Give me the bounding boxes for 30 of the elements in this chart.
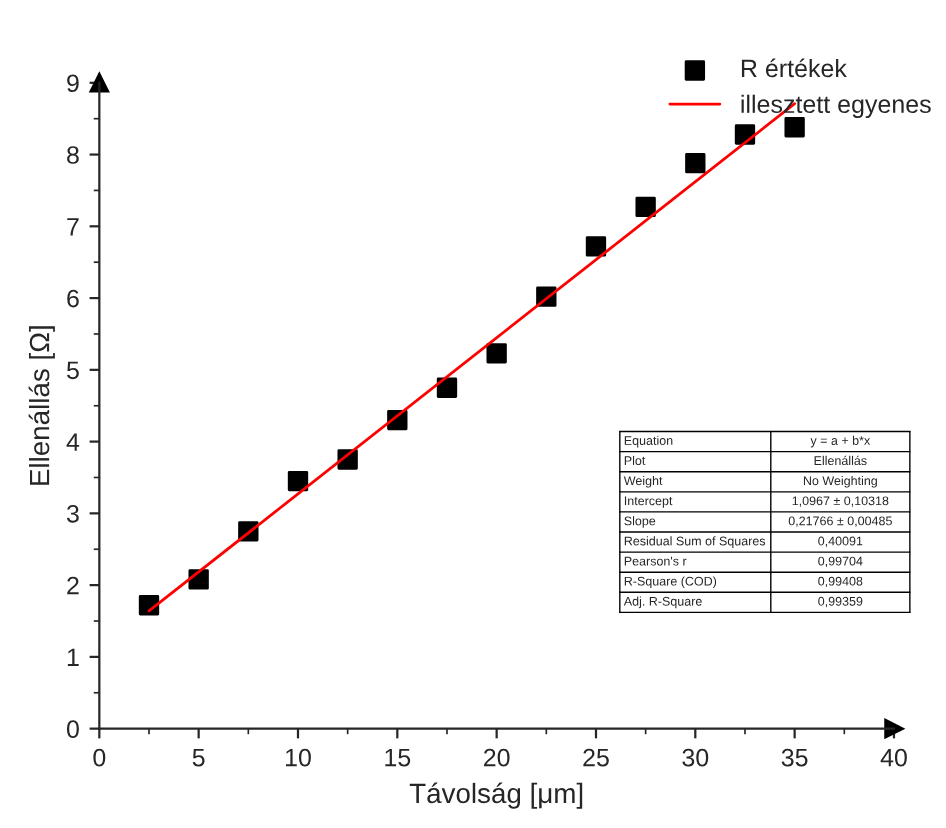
- y-tick-label: 4: [66, 433, 80, 451]
- x-tick-label: 30: [682, 748, 709, 767]
- x-axis-title: Távolság [μm]: [409, 782, 583, 809]
- y-tick-label: 6: [67, 289, 79, 308]
- x-tick-label: 10: [285, 748, 311, 767]
- point: [635, 196, 656, 218]
- y-tick-label: 8: [67, 146, 79, 164]
- y-tick-label: 7: [67, 218, 79, 236]
- y-tick-label: 0: [66, 720, 79, 738]
- x-tick-label: 15: [385, 749, 411, 767]
- point: [287, 470, 309, 492]
- point: [585, 236, 607, 257]
- x-tick-label: 20: [484, 748, 510, 767]
- y-tick-label: 5: [66, 361, 79, 380]
- y-tick-label: 9: [67, 74, 79, 93]
- y-tick-label: 2: [67, 576, 79, 595]
- y-tick-label: 3: [66, 504, 79, 523]
- legend-label: illesztett egyenes: [741, 94, 931, 119]
- x-tick-label: 40: [880, 748, 907, 767]
- x-tick-label: 25: [583, 748, 609, 767]
- x-tick-label: 5: [192, 749, 205, 767]
- y-axis-title: Ellenállás [Ω]: [28, 326, 55, 485]
- legend-label: R értékek: [741, 58, 847, 78]
- x-tick-label: 35: [781, 748, 808, 767]
- point: [784, 117, 805, 138]
- y-tick-label: 1: [67, 648, 79, 666]
- point: [685, 153, 706, 174]
- point: [436, 377, 458, 398]
- point: [486, 343, 507, 364]
- x-tick-label: 0: [93, 748, 106, 767]
